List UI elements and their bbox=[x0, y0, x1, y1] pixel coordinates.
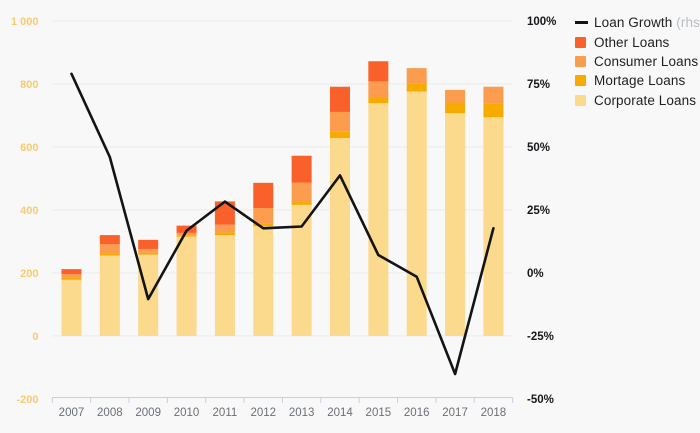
bar-segment-consumer-loans-2014 bbox=[329, 111, 350, 132]
y-axis-label-left: -200 bbox=[16, 394, 38, 406]
bar-segment-consumer-loans-2018 bbox=[483, 86, 504, 104]
bar-segment-consumer-loans-2007 bbox=[61, 274, 82, 278]
mortage-loans-swatch bbox=[575, 75, 586, 87]
bar-segment-consumer-loans-2008 bbox=[99, 244, 120, 254]
x-axis-label: 2008 bbox=[97, 407, 123, 419]
bar-segment-corporate-loans-2015 bbox=[368, 103, 389, 336]
loan-growth-line bbox=[70, 72, 495, 376]
bar-segment-mortage-loans-2008 bbox=[99, 253, 120, 256]
y-axis-label-right: 100% bbox=[527, 16, 556, 28]
bar-segment-other-loans-2015 bbox=[368, 61, 389, 82]
bar-segment-other-loans-2014 bbox=[329, 86, 350, 112]
x-axis-label: 2009 bbox=[135, 407, 161, 419]
x-axis-label: 2012 bbox=[250, 407, 276, 419]
bar-segment-other-loans-2011 bbox=[214, 201, 235, 225]
y-axis-label-left: 800 bbox=[20, 79, 38, 91]
legend-item-consumer-loans: Consumer Loans bbox=[575, 52, 700, 71]
x-axis-label: 2013 bbox=[289, 407, 315, 419]
y-axis-label-left: 0 bbox=[32, 331, 38, 343]
x-axis-label: 2011 bbox=[213, 407, 238, 419]
corporate-loans-swatch bbox=[575, 94, 586, 106]
legend: Loan Growth (rhs) Other Loans Consumer L… bbox=[575, 13, 700, 110]
legend-item-corporate-loans: Corporate Loans bbox=[575, 91, 700, 110]
bar-segment-corporate-loans-2012 bbox=[253, 226, 274, 336]
bar-segment-corporate-loans-2018 bbox=[483, 117, 504, 336]
y-axis-label-right: 50% bbox=[527, 142, 550, 154]
bar-segment-corporate-loans-2013 bbox=[291, 204, 312, 336]
y-axis-label-right: -50% bbox=[527, 394, 554, 406]
bar-segment-mortage-loans-2010 bbox=[176, 235, 197, 237]
bar-segment-mortage-loans-2013 bbox=[291, 202, 312, 205]
bar-segment-mortage-loans-2012 bbox=[253, 223, 274, 227]
bar-segment-corporate-loans-2014 bbox=[329, 138, 350, 336]
legend-label-loan-growth: Loan Growth (rhs) bbox=[594, 15, 700, 30]
x-axis-label: 2016 bbox=[404, 407, 430, 419]
legend-label-consumer-loans: Consumer Loans bbox=[594, 53, 699, 69]
bar-segment-other-loans-2008 bbox=[99, 235, 120, 245]
y-axis-label-left: 600 bbox=[20, 142, 38, 154]
rhs-note: (rhs) bbox=[676, 15, 700, 31]
bar-segment-consumer-loans-2015 bbox=[368, 81, 389, 98]
bar-segment-other-loans-2012 bbox=[253, 182, 274, 209]
y-axis-label-left: 200 bbox=[20, 268, 38, 280]
bar-segment-corporate-loans-2008 bbox=[99, 255, 120, 336]
legend-label-corporate-loans: Corporate Loans bbox=[594, 92, 697, 108]
bar-segment-consumer-loans-2016 bbox=[406, 68, 427, 84]
bar-segment-corporate-loans-2007 bbox=[61, 279, 82, 336]
bar-segment-consumer-loans-2017 bbox=[445, 89, 466, 103]
bar-segment-mortage-loans-2009 bbox=[138, 252, 159, 255]
x-axis-label: 2015 bbox=[366, 407, 392, 419]
bar-segment-mortage-loans-2016 bbox=[406, 83, 427, 92]
y-axis-label-right: 75% bbox=[527, 79, 550, 91]
x-axis-label: 2018 bbox=[481, 407, 507, 419]
bar-segment-corporate-loans-2016 bbox=[406, 91, 427, 336]
bar-segment-mortage-loans-2015 bbox=[368, 97, 389, 104]
bar-segment-other-loans-2013 bbox=[291, 155, 312, 183]
x-axis-label: 2007 bbox=[59, 407, 85, 419]
bar-segment-consumer-loans-2012 bbox=[253, 208, 274, 224]
other-loans-swatch bbox=[575, 36, 586, 48]
bar-segment-mortage-loans-2017 bbox=[445, 102, 466, 114]
legend-item-mortage-loans: Mortage Loans bbox=[575, 71, 700, 90]
bar-segment-corporate-loans-2017 bbox=[445, 113, 466, 336]
bar-segment-corporate-loans-2011 bbox=[214, 235, 235, 336]
consumer-loans-swatch bbox=[575, 55, 586, 67]
legend-item-other-loans: Other Loans bbox=[575, 32, 700, 51]
bar-segment-consumer-loans-2010 bbox=[176, 232, 197, 236]
x-axis-label: 2010 bbox=[174, 407, 200, 419]
y-axis-label-right: 25% bbox=[527, 205, 550, 217]
bar-segment-corporate-loans-2010 bbox=[176, 236, 197, 336]
bar-segment-consumer-loans-2013 bbox=[291, 182, 312, 203]
legend-label-mortage-loans: Mortage Loans bbox=[594, 73, 686, 89]
bar-segment-mortage-loans-2011 bbox=[214, 232, 235, 236]
bar-segment-other-loans-2007 bbox=[61, 269, 82, 275]
y-axis-label-left: 400 bbox=[20, 205, 38, 217]
bar-segment-mortage-loans-2007 bbox=[61, 277, 82, 280]
bar-segment-other-loans-2009 bbox=[138, 239, 159, 249]
y-axis-label-right: 0% bbox=[527, 268, 544, 280]
x-axis-label: 2017 bbox=[442, 407, 468, 419]
loan-growth-line-swatch bbox=[575, 21, 588, 24]
y-axis-label-right: -25% bbox=[527, 331, 554, 343]
legend-item-loan-growth: Loan Growth (rhs) bbox=[575, 13, 700, 32]
y-axis-label-left: 1 000 bbox=[11, 16, 39, 28]
bar-segment-consumer-loans-2009 bbox=[138, 248, 159, 253]
legend-label-other-loans: Other Loans bbox=[594, 34, 670, 50]
bar-segment-mortage-loans-2014 bbox=[329, 131, 350, 139]
bar-segment-mortage-loans-2018 bbox=[483, 103, 504, 118]
x-axis-label: 2014 bbox=[327, 407, 353, 419]
bar-segment-consumer-loans-2011 bbox=[214, 224, 235, 233]
